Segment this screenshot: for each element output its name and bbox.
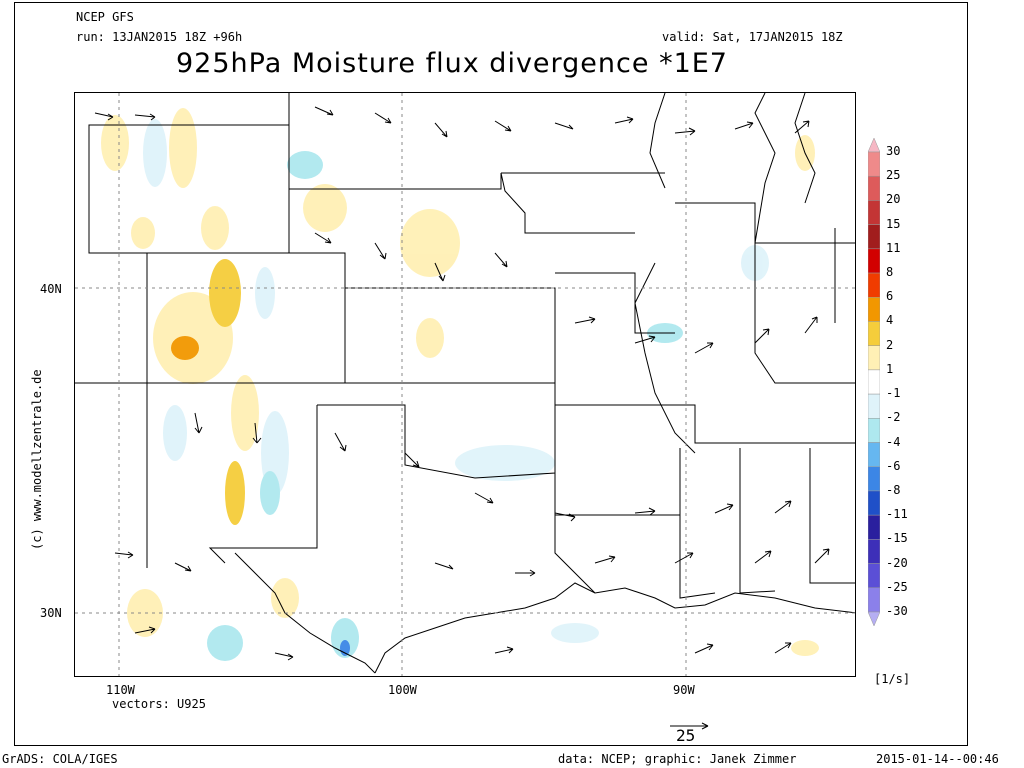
footer-timestamp: 2015-01-14--00:46 (876, 752, 999, 766)
colorbar-tick-label: 2 (886, 337, 894, 352)
colorbar-tick-label: 30 (886, 144, 901, 158)
colorbar-swatch (868, 563, 880, 589)
lon-label-100w: 100W (388, 683, 417, 697)
colorbar-swatch (868, 466, 880, 492)
colorbar-swatch (868, 393, 880, 419)
lon-label-90w: 90W (673, 683, 695, 697)
page-title: 925hPa Moisture flux divergence *1E7 (176, 48, 728, 79)
colorbar-swatch (868, 442, 880, 467)
wind-vectors (94, 106, 830, 661)
colorbar-tick-label: 15 (886, 216, 901, 231)
vectors-label: vectors: U925 (112, 697, 206, 711)
boundaries-layer (75, 93, 855, 674)
colorbar-swatch (868, 345, 880, 371)
colorbar-swatch (868, 490, 880, 516)
colorbar-swatch (868, 224, 880, 250)
colorbar-tick-label: -8 (886, 482, 901, 497)
colorbar-swatch (868, 248, 880, 274)
colorbar-tick-label: -15 (886, 531, 908, 546)
reference-vector: 25 (668, 716, 712, 745)
colorbar-tick-label: -20 (886, 555, 908, 570)
colorbar-swatch (868, 151, 880, 177)
colorbar-swatch (868, 175, 880, 201)
run-label: run: 13JAN2015 18Z +96h (76, 30, 243, 44)
colorbar-tick-label: 8 (886, 265, 894, 280)
colorbar-swatch (868, 514, 880, 540)
colorbar-swatch (868, 418, 880, 443)
colorbar-swatches (868, 138, 880, 626)
colorbar-swatch (868, 138, 880, 153)
colorbar-units: [1/s] (874, 672, 911, 686)
colorbar (868, 138, 880, 626)
lon-label-110w: 110W (106, 683, 135, 697)
colorbar-swatch (868, 272, 880, 298)
model-label: NCEP GFS (76, 10, 134, 24)
reference-vector-value: 25 (676, 726, 696, 745)
colorbar-swatch (868, 321, 880, 346)
colorbar-swatch (868, 297, 880, 322)
colorbar-swatch (868, 611, 880, 626)
footer-software: GrADS: COLA/IGES (2, 752, 118, 766)
colorbar-tick-label: -30 (886, 604, 908, 618)
colorbar-tick-label: 4 (886, 313, 894, 328)
colorbar-tick-label: 25 (886, 168, 901, 183)
colorbar-tick-label: 11 (886, 240, 901, 255)
lat-label-40n: 40N (40, 282, 62, 296)
map-panel (74, 92, 856, 677)
colorbar-tick-label: -25 (886, 579, 908, 594)
colorbar-swatch (868, 200, 880, 225)
colorbar-swatch (868, 369, 880, 395)
valid-label: valid: Sat, 17JAN2015 18Z (662, 30, 843, 44)
colorbar-tick-label: -11 (886, 507, 908, 522)
graticule (75, 93, 855, 676)
colorbar-tick-label: 20 (886, 192, 901, 207)
reference-arrow-icon (670, 722, 709, 730)
colorbar-tick-label: -2 (886, 410, 901, 425)
shading-layer (101, 108, 819, 661)
colorbar-tick-label: -4 (886, 434, 901, 449)
colorbar-tick-label: -1 (886, 386, 901, 401)
plot-frame (14, 2, 968, 746)
colorbar-tick-label: 6 (886, 289, 894, 304)
map-canvas (75, 93, 855, 676)
colorbar-swatch (868, 539, 880, 564)
colorbar-tick-label: -6 (886, 458, 901, 473)
colorbar-tick-label: 1 (886, 361, 894, 376)
colorbar-swatch (868, 587, 880, 613)
footer-credit: data: NCEP; graphic: Janek Zimmer (558, 752, 797, 766)
lat-label-30n: 30N (40, 606, 62, 620)
watermark: (c) www.modellzentrale.de (30, 369, 44, 550)
